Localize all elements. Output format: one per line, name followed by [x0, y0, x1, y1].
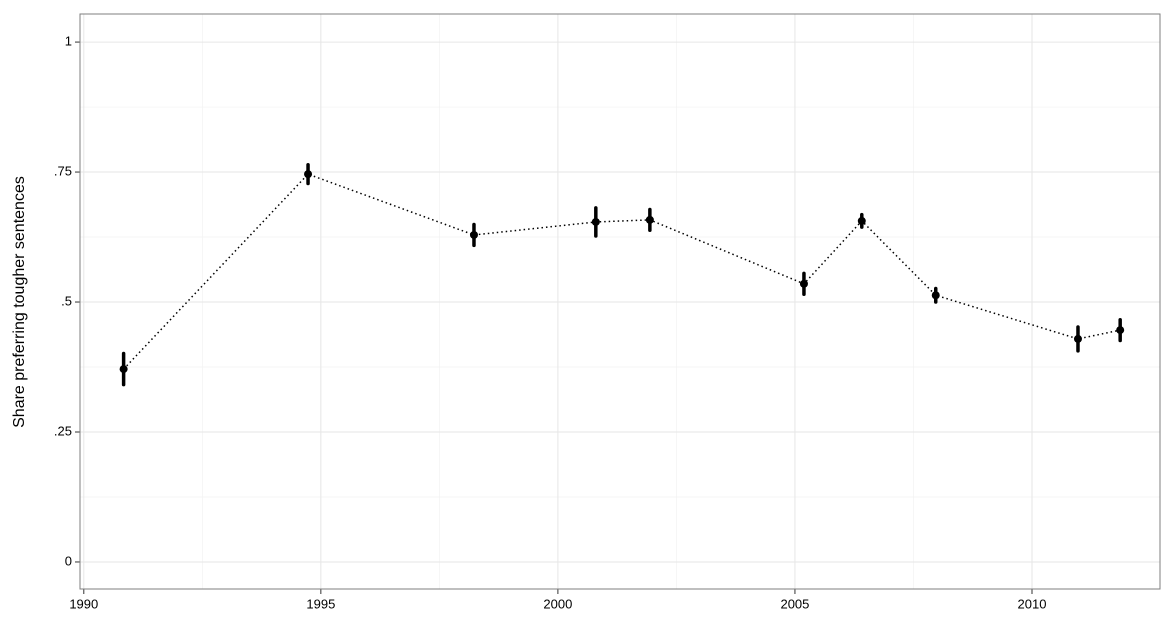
- y-axis-label: Share preferring tougher sentences: [11, 176, 28, 428]
- point: [931, 291, 940, 300]
- point: [304, 170, 313, 179]
- point: [645, 215, 654, 224]
- point: [469, 230, 478, 239]
- y-tick-label: .75: [54, 163, 72, 178]
- y-tick-label: .25: [54, 423, 72, 438]
- point: [857, 216, 866, 225]
- x-tick-label: 2010: [1018, 596, 1047, 611]
- x-tick-label: 2000: [543, 596, 572, 611]
- plot-background: [80, 14, 1160, 589]
- y-tick-label: 1: [65, 34, 72, 49]
- x-tick-label: 2005: [780, 596, 809, 611]
- point: [591, 217, 600, 226]
- y-tick-label: .5: [61, 293, 72, 308]
- point: [1116, 326, 1125, 335]
- x-tick-label: 1995: [306, 596, 335, 611]
- data-line: [123, 173, 1121, 370]
- y-tick-label: 0: [65, 553, 72, 568]
- point: [799, 279, 808, 288]
- x-tick-label: 1990: [69, 596, 98, 611]
- point: [119, 365, 128, 374]
- point: [1073, 334, 1082, 343]
- plot-border: [79, 13, 1161, 590]
